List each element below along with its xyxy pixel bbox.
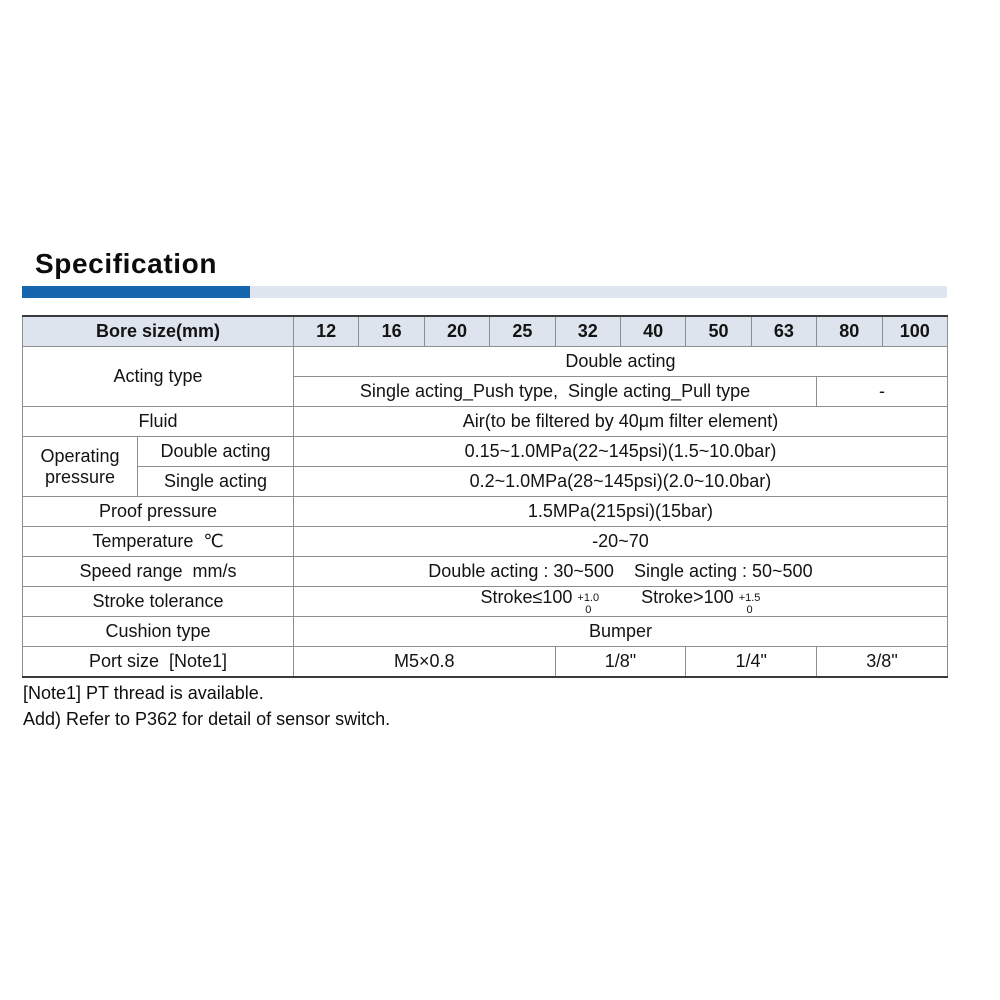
row-acting-type-double: Acting type Double acting	[22, 346, 948, 407]
stroke-condition-1: Stroke≤100	[480, 587, 573, 607]
operating-pressure-single-value: 0.2~1.0MPa(28~145psi)(2.0~10.0bar)	[293, 466, 948, 497]
row-cushion-type: Cushion type Bumper	[22, 616, 948, 648]
stroke-tolerance-value: Stroke≤100 +1.0 0 Stroke>100 +1.5 0	[293, 585, 948, 618]
footnote-note1: [Note1] PT thread is available.	[23, 683, 264, 703]
header-row: Bore size(mm) 12 16 20 25 32 40 50 63 80…	[22, 315, 948, 347]
operating-pressure-label: Operating pressure	[22, 436, 138, 497]
port-size-value: 1/4"	[685, 646, 818, 678]
operating-pressure-double-value: 0.15~1.0MPa(22~145psi)(1.5~10.0bar)	[293, 436, 948, 467]
bore-column-header: 20	[423, 315, 491, 347]
tolerance-upper: +1.5	[738, 592, 761, 604]
stroke-tolerance-label: Stroke tolerance	[22, 585, 294, 618]
fluid-label: Fluid	[22, 406, 294, 437]
row-acting-type-single: Single acting_Push type, Single acting_P…	[23, 376, 948, 407]
operating-pressure-double-label: Double acting	[137, 436, 294, 467]
tolerance-lower: 0	[746, 604, 753, 617]
operating-pressure-single-label: Single acting	[137, 466, 294, 497]
bore-column-header: 32	[554, 315, 621, 347]
tolerance-stack-1: +1.0 0	[577, 592, 599, 616]
port-size-value: 3/8"	[816, 646, 948, 678]
bore-column-header: 40	[619, 315, 687, 347]
row-fluid: Fluid Air(to be filtered by 40μm filter …	[22, 406, 948, 437]
port-size-label: Port size [Note1]	[22, 646, 294, 678]
row-stroke-tolerance: Stroke tolerance Stroke≤100 +1.0 0 Stroke>1…	[22, 585, 948, 618]
acting-type-double-value: Double acting	[293, 346, 948, 377]
bore-column-header: 80	[816, 315, 883, 347]
row-proof-pressure: Proof pressure 1.5MPa(215psi)(15bar)	[22, 496, 948, 527]
row-speed-range: Speed range mm/s Double acting : 30~500 …	[22, 556, 948, 587]
bore-column-header: 25	[489, 315, 556, 347]
footnotes: [Note1] PT thread is available. Add) Ref…	[23, 680, 390, 732]
cushion-type-label: Cushion type	[22, 616, 294, 648]
speed-range-label: Speed range mm/s	[22, 556, 294, 587]
proof-pressure-label: Proof pressure	[22, 496, 294, 527]
row-port-size: Port size [Note1] M5×0.8 1/8" 1/4" 3/8"	[22, 646, 948, 678]
footnote-add: Add) Refer to P362 for detail of sensor …	[23, 709, 391, 729]
page-title: Specification	[35, 248, 218, 279]
port-size-value: 1/8"	[554, 646, 687, 678]
tolerance-lower: 0	[585, 604, 592, 617]
bore-column-header: 12	[292, 315, 360, 347]
bore-size-header-cell: Bore size(mm)	[22, 315, 294, 347]
stroke-condition-2: Stroke>100	[641, 587, 734, 607]
bore-column-header: 50	[685, 315, 752, 347]
temperature-value: -20~70	[293, 526, 948, 557]
tolerance-upper: +1.0	[577, 592, 600, 604]
proof-pressure-value: 1.5MPa(215psi)(15bar)	[293, 496, 948, 527]
row-operating-pressure-double: Operating pressure Double acting 0.15~1.…	[22, 436, 948, 497]
acting-type-label: Acting type	[22, 346, 294, 407]
row-temperature: Temperature ℃ -20~70	[22, 526, 948, 557]
specification-table: Bore size(mm) 12 16 20 25 32 40 50 63 80…	[22, 315, 948, 679]
cushion-type-value: Bumper	[293, 616, 948, 648]
accent-bar-dark-segment	[22, 286, 250, 298]
port-size-value: M5×0.8	[293, 646, 556, 678]
acting-type-single-value: Single acting_Push type, Single acting_P…	[292, 376, 818, 407]
row-operating-pressure-single: Single acting 0.2~1.0MPa(28~145psi)(2.0~…	[23, 466, 948, 497]
bore-column-header: 16	[358, 315, 425, 347]
fluid-value: Air(to be filtered by 40μm filter elemen…	[293, 406, 948, 437]
bore-column-header: 63	[750, 315, 818, 347]
temperature-label: Temperature ℃	[22, 526, 294, 557]
bore-column-header: 100	[881, 315, 948, 347]
tolerance-stack-2: +1.5 0	[739, 592, 761, 616]
accent-bar	[22, 286, 947, 298]
acting-type-single-na: -	[816, 376, 948, 407]
speed-range-value: Double acting : 30~500 Single acting : 5…	[293, 556, 948, 587]
